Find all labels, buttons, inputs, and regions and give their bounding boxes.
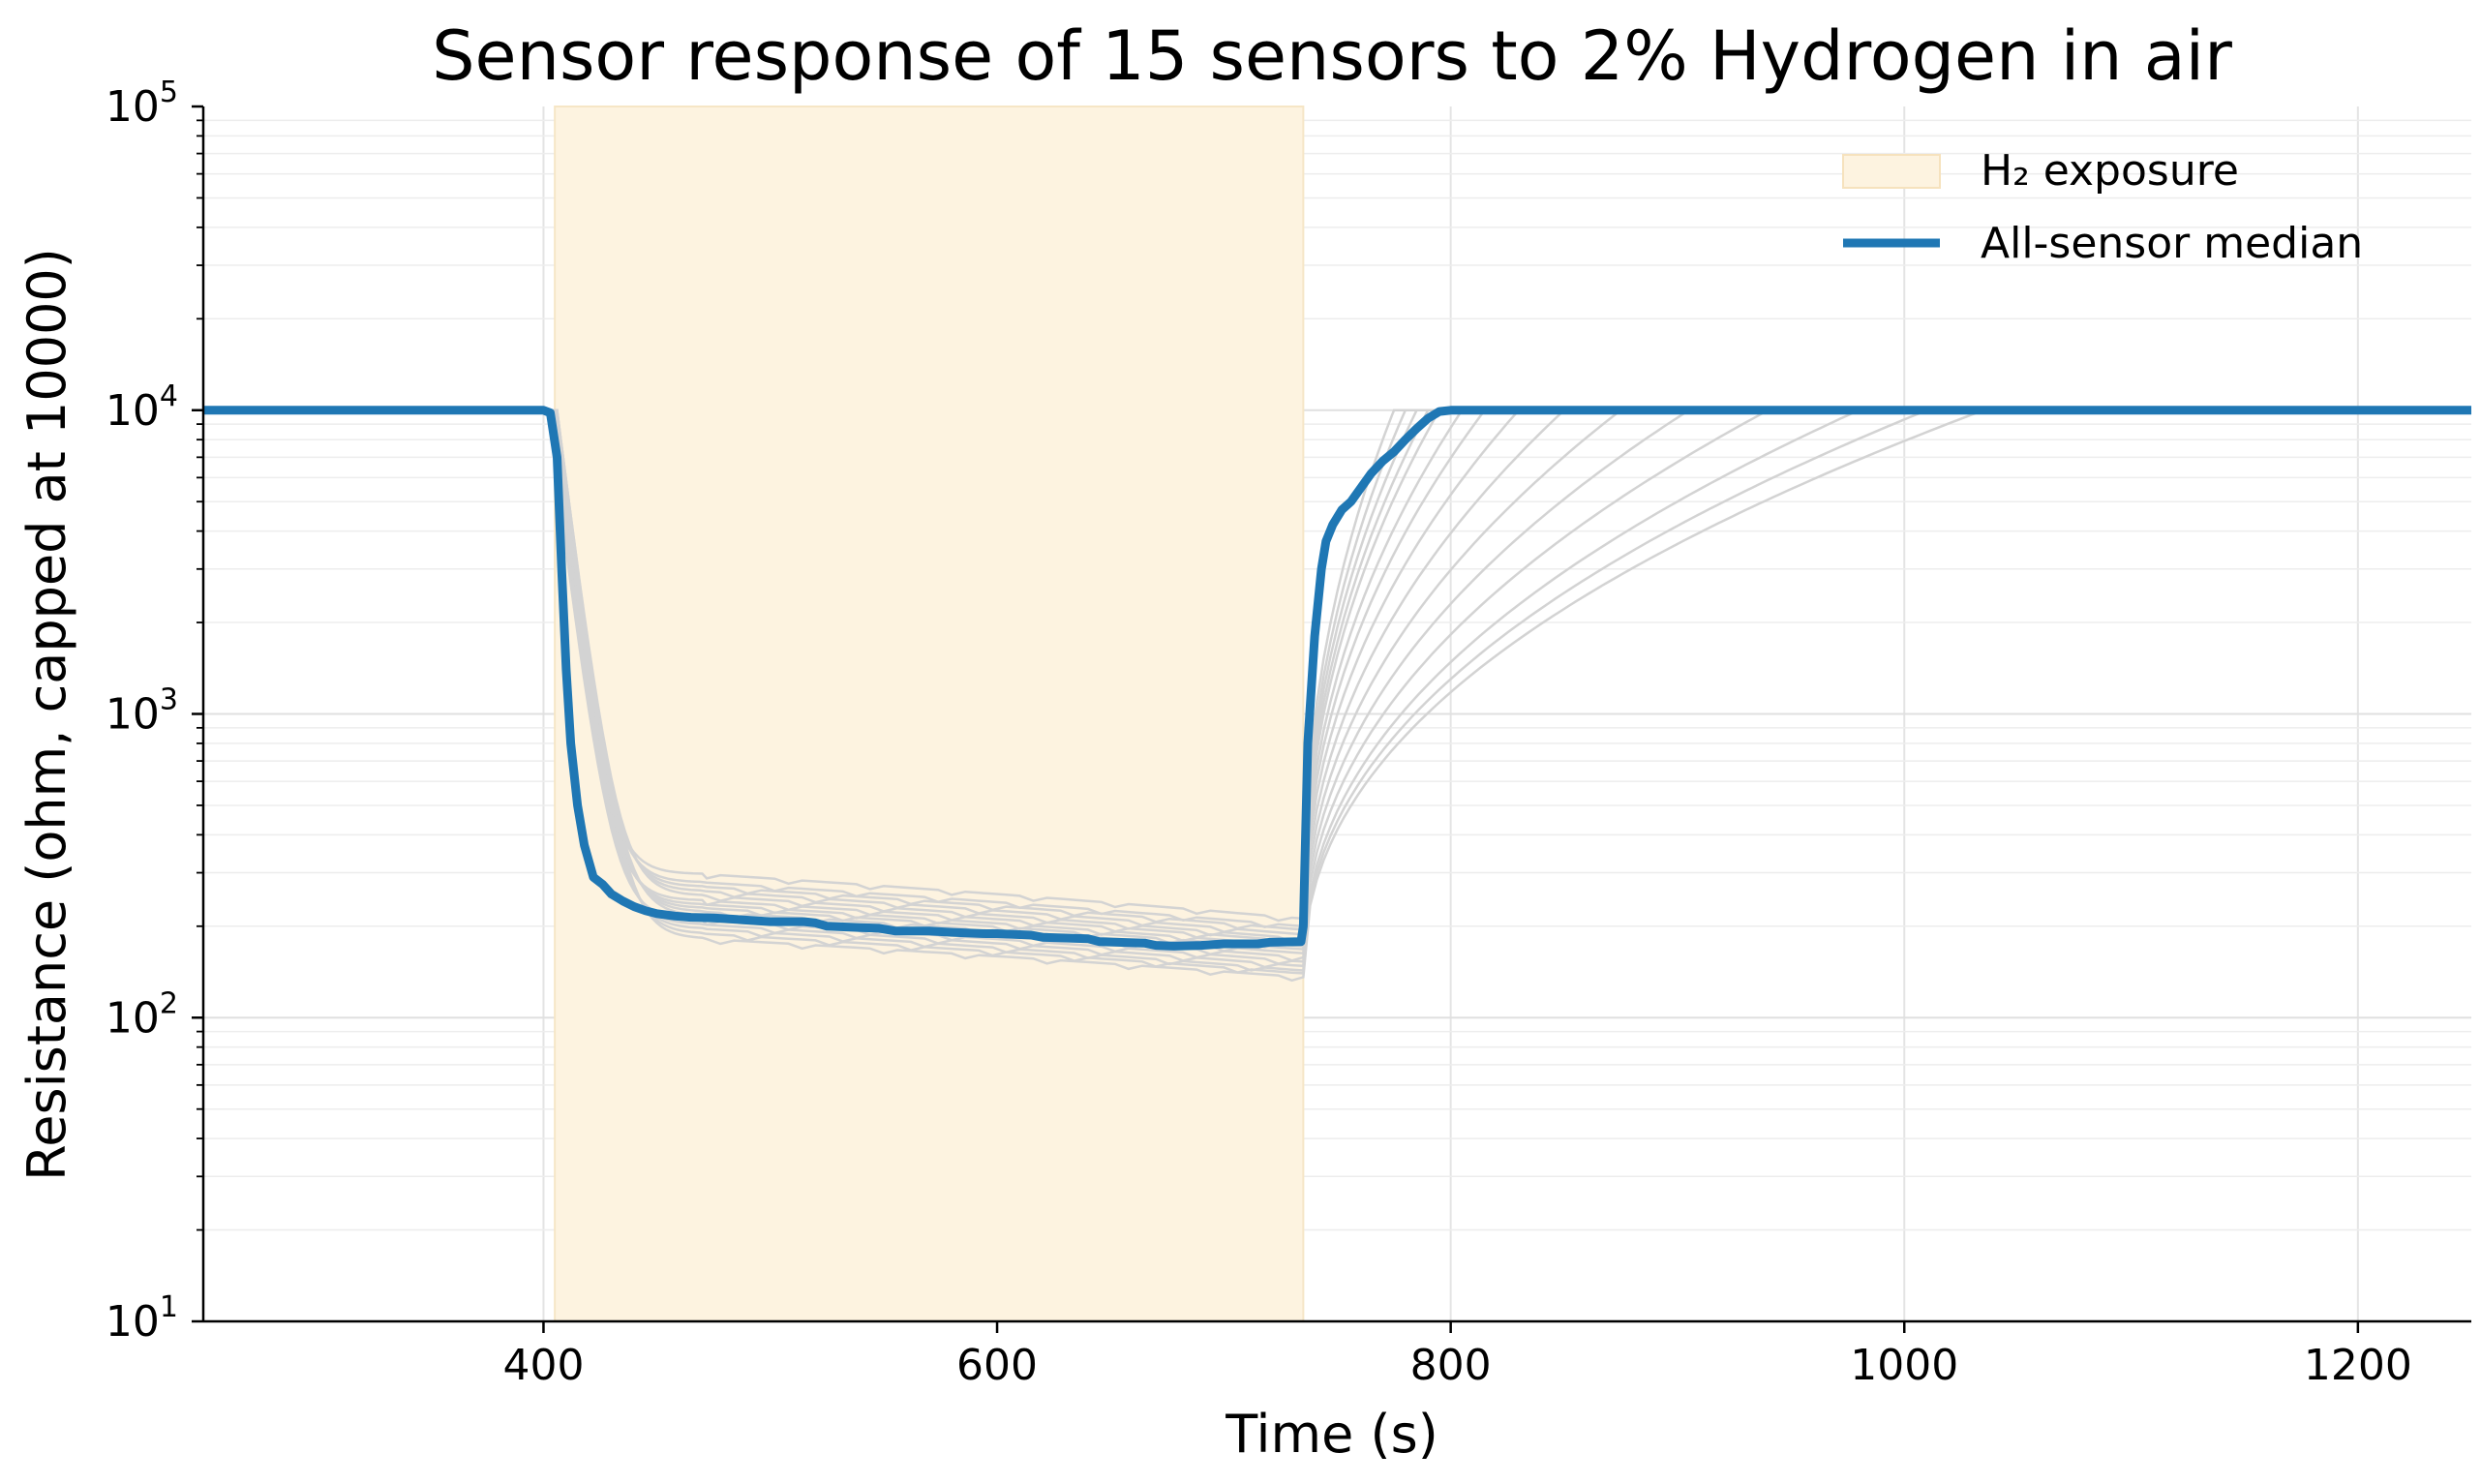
exposure-span bbox=[554, 106, 1305, 1322]
legend: H₂ exposure All-sensor median bbox=[1842, 146, 2363, 268]
sensor-line bbox=[203, 409, 2471, 944]
legend-swatch-exposure bbox=[1842, 154, 1941, 189]
y-ticks: 101 102 103 104 105 bbox=[106, 76, 203, 1347]
x-tick-label: 400 bbox=[502, 1341, 584, 1390]
sensor-line bbox=[203, 409, 2471, 936]
legend-label-median: All-sensor median bbox=[1981, 219, 2363, 268]
median-line-group bbox=[203, 406, 2471, 951]
median-line bbox=[203, 406, 2471, 951]
y-tick-label: 101 bbox=[106, 1290, 178, 1347]
legend-label-exposure: H₂ exposure bbox=[1981, 146, 2239, 196]
y-axis-label: Resistance (ohm, capped at 10000) bbox=[16, 248, 77, 1181]
y-tick-label: 102 bbox=[106, 986, 178, 1043]
sensor-line bbox=[203, 409, 2471, 983]
sensor-line bbox=[203, 409, 2471, 972]
x-tick-label: 800 bbox=[1410, 1341, 1492, 1390]
y-tick-label: 105 bbox=[106, 76, 178, 132]
x-tick-label: 600 bbox=[956, 1341, 1038, 1390]
x-tick-label: 1200 bbox=[2304, 1341, 2412, 1390]
y-tick-label: 103 bbox=[106, 683, 178, 740]
y-tick-label: 104 bbox=[106, 379, 178, 436]
x-ticks: 400 600 800 1000 1200 bbox=[502, 1321, 2412, 1390]
sensor-line bbox=[203, 409, 2471, 975]
x-tick-label: 1000 bbox=[1850, 1341, 1958, 1390]
chart-title: Sensor response of 15 sensors to 2% Hydr… bbox=[432, 16, 2232, 96]
x-axis-label: Time (s) bbox=[1225, 1404, 1438, 1465]
